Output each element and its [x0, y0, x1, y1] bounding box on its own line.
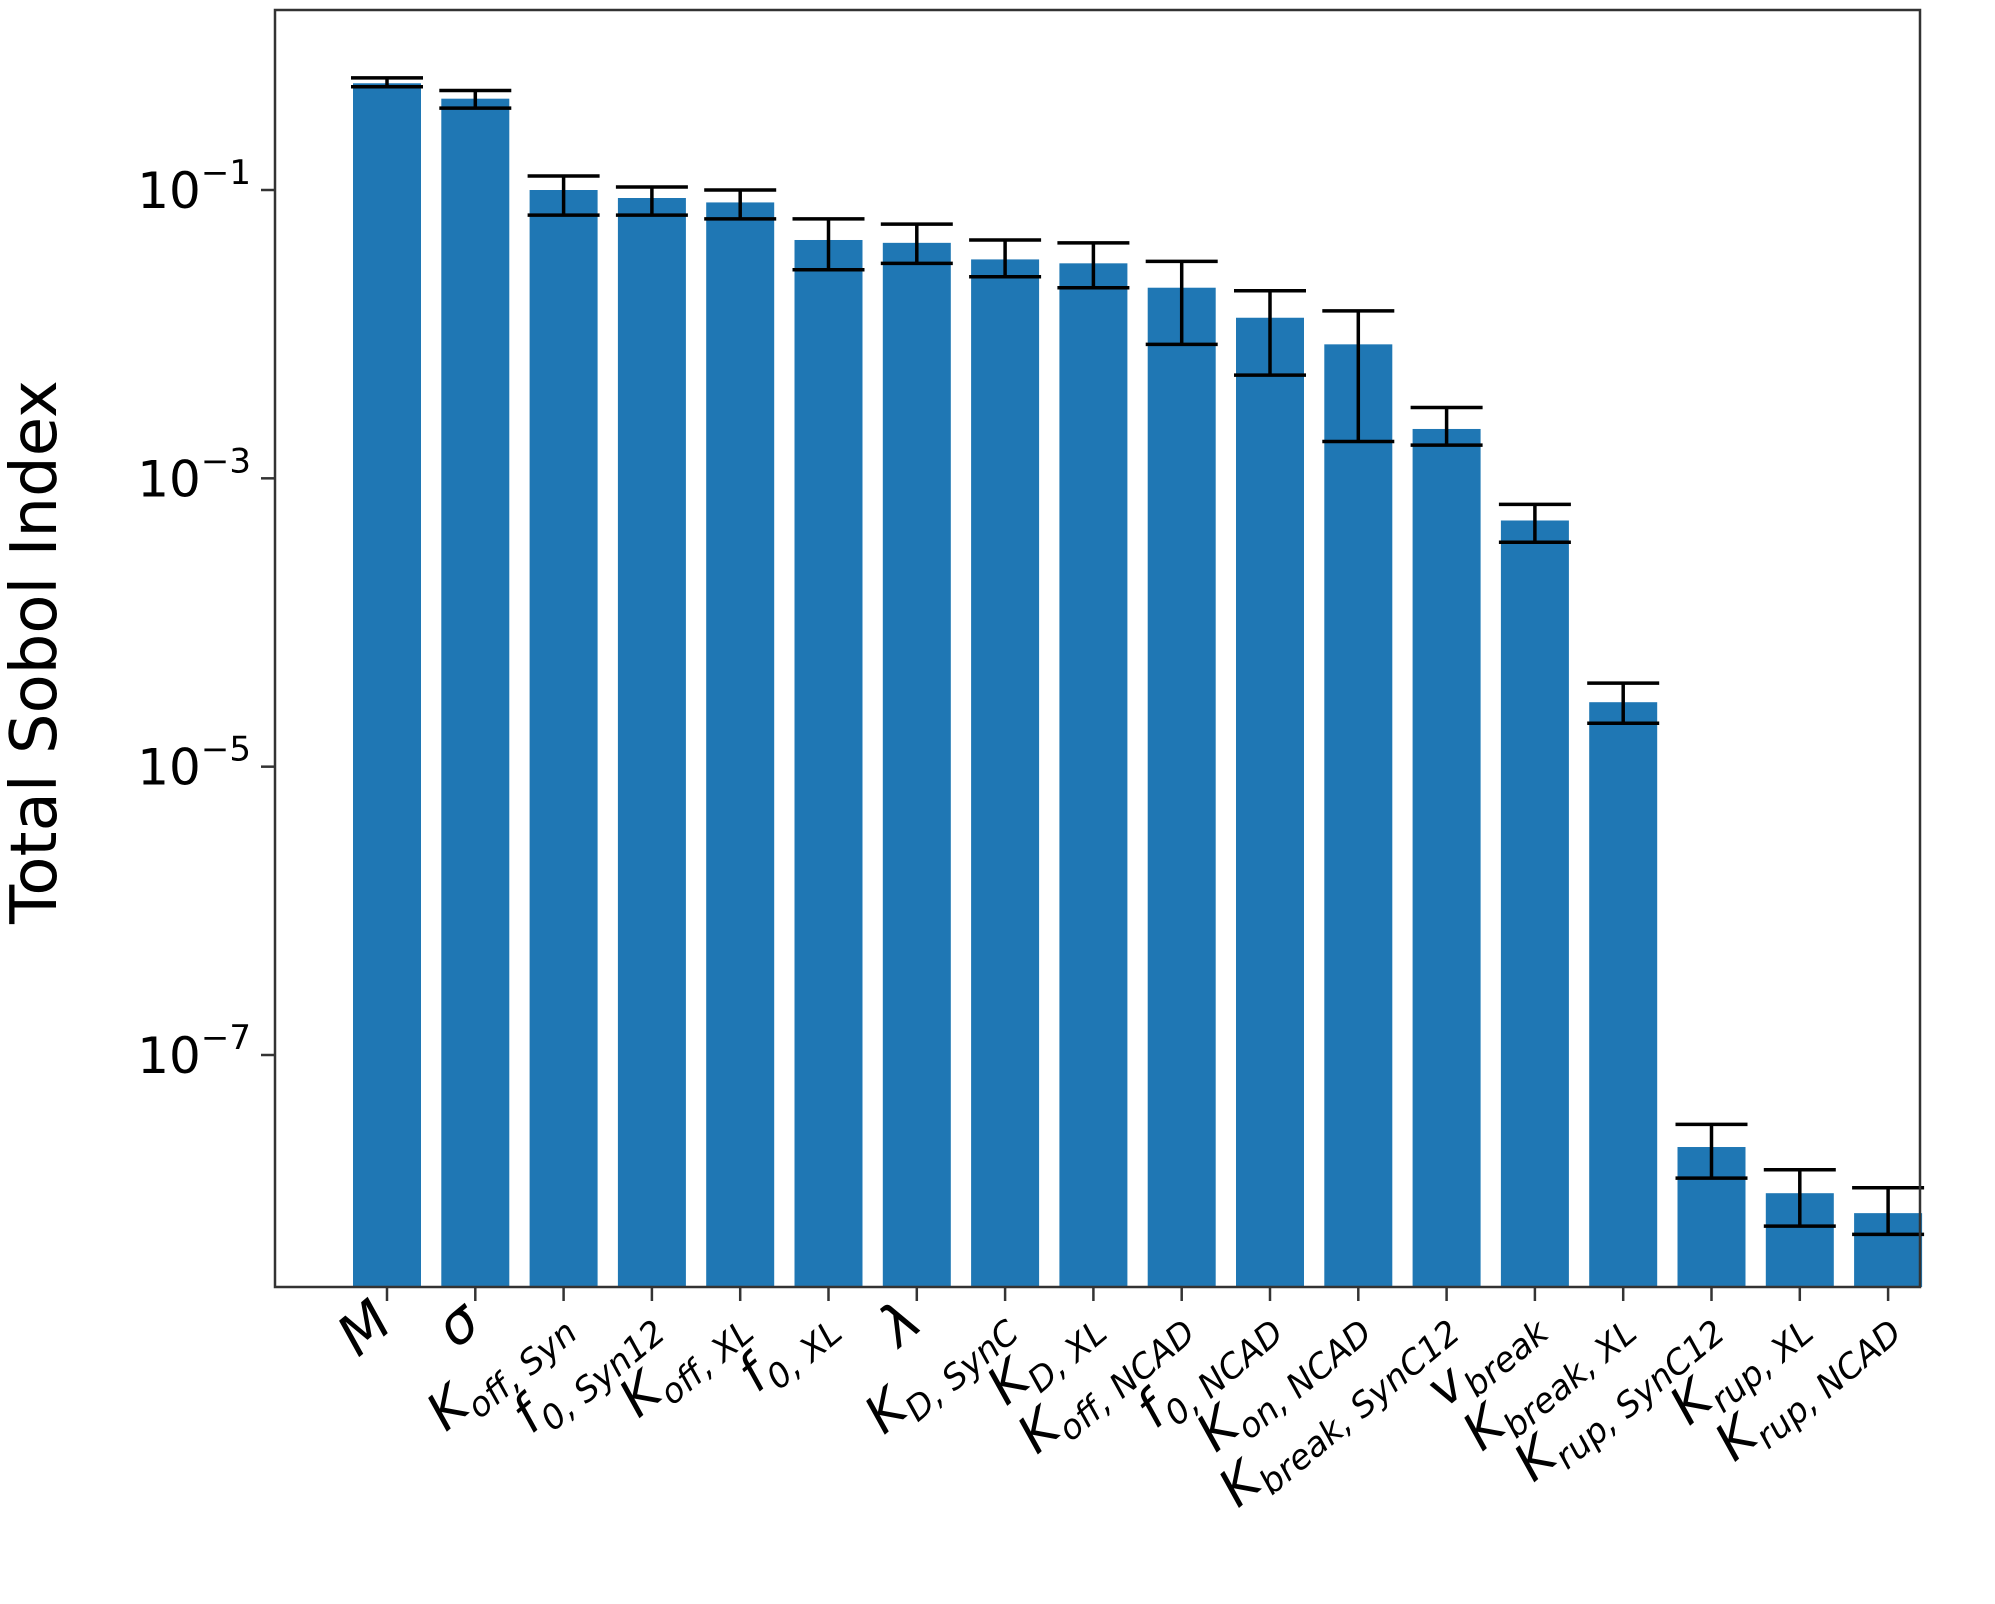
error-bar: [615, 185, 688, 217]
bar: [1059, 263, 1128, 1287]
y-axis-label: Total Sobol Index: [0, 380, 72, 925]
error-bar: [1322, 309, 1395, 444]
error-bar: [1587, 681, 1660, 726]
error-bar: [1145, 259, 1218, 347]
y-tick-label: 10−5: [137, 730, 251, 797]
bar: [706, 202, 775, 1287]
bar: [794, 239, 863, 1287]
bar: [1147, 287, 1216, 1287]
error-bar: [1675, 1122, 1748, 1180]
plot-frame: [273, 8, 1922, 1289]
y-tick-label: 10−7: [137, 1018, 251, 1085]
bar: [882, 242, 951, 1287]
error-bar: [969, 238, 1042, 279]
bars-layer: [353, 83, 1923, 1288]
bar: [1500, 520, 1569, 1287]
error-bar: [439, 88, 512, 110]
error-bars-layer: [351, 76, 1925, 1237]
error-bar: [1498, 502, 1571, 545]
bar: [971, 259, 1040, 1287]
bar: [1324, 344, 1393, 1287]
error-bar: [1410, 405, 1483, 447]
x-tick-label: σ: [423, 1287, 493, 1361]
error-bar: [704, 188, 777, 221]
error-bar: [527, 174, 600, 217]
x-tick-label: λ: [864, 1288, 933, 1361]
x-tick-label: M: [325, 1288, 404, 1369]
bar: [1236, 317, 1304, 1287]
y-axis: 10−1 10−3 10−5 10−7: [137, 153, 275, 1085]
error-bar: [880, 222, 953, 266]
error-bar: [1057, 241, 1130, 290]
y-tick-label: 10−3: [137, 441, 251, 508]
error-bar: [351, 76, 423, 89]
bar: [1589, 702, 1658, 1287]
bar: [529, 190, 598, 1287]
bar: [617, 198, 686, 1287]
error-bar: [1234, 289, 1306, 377]
error-bar: [1763, 1167, 1836, 1228]
error-bar: [1852, 1186, 1925, 1237]
bar: [441, 98, 510, 1288]
bar: [1412, 428, 1481, 1287]
y-tick-label: 10−1: [137, 153, 251, 220]
bar: [353, 83, 421, 1287]
error-bar: [792, 217, 865, 272]
